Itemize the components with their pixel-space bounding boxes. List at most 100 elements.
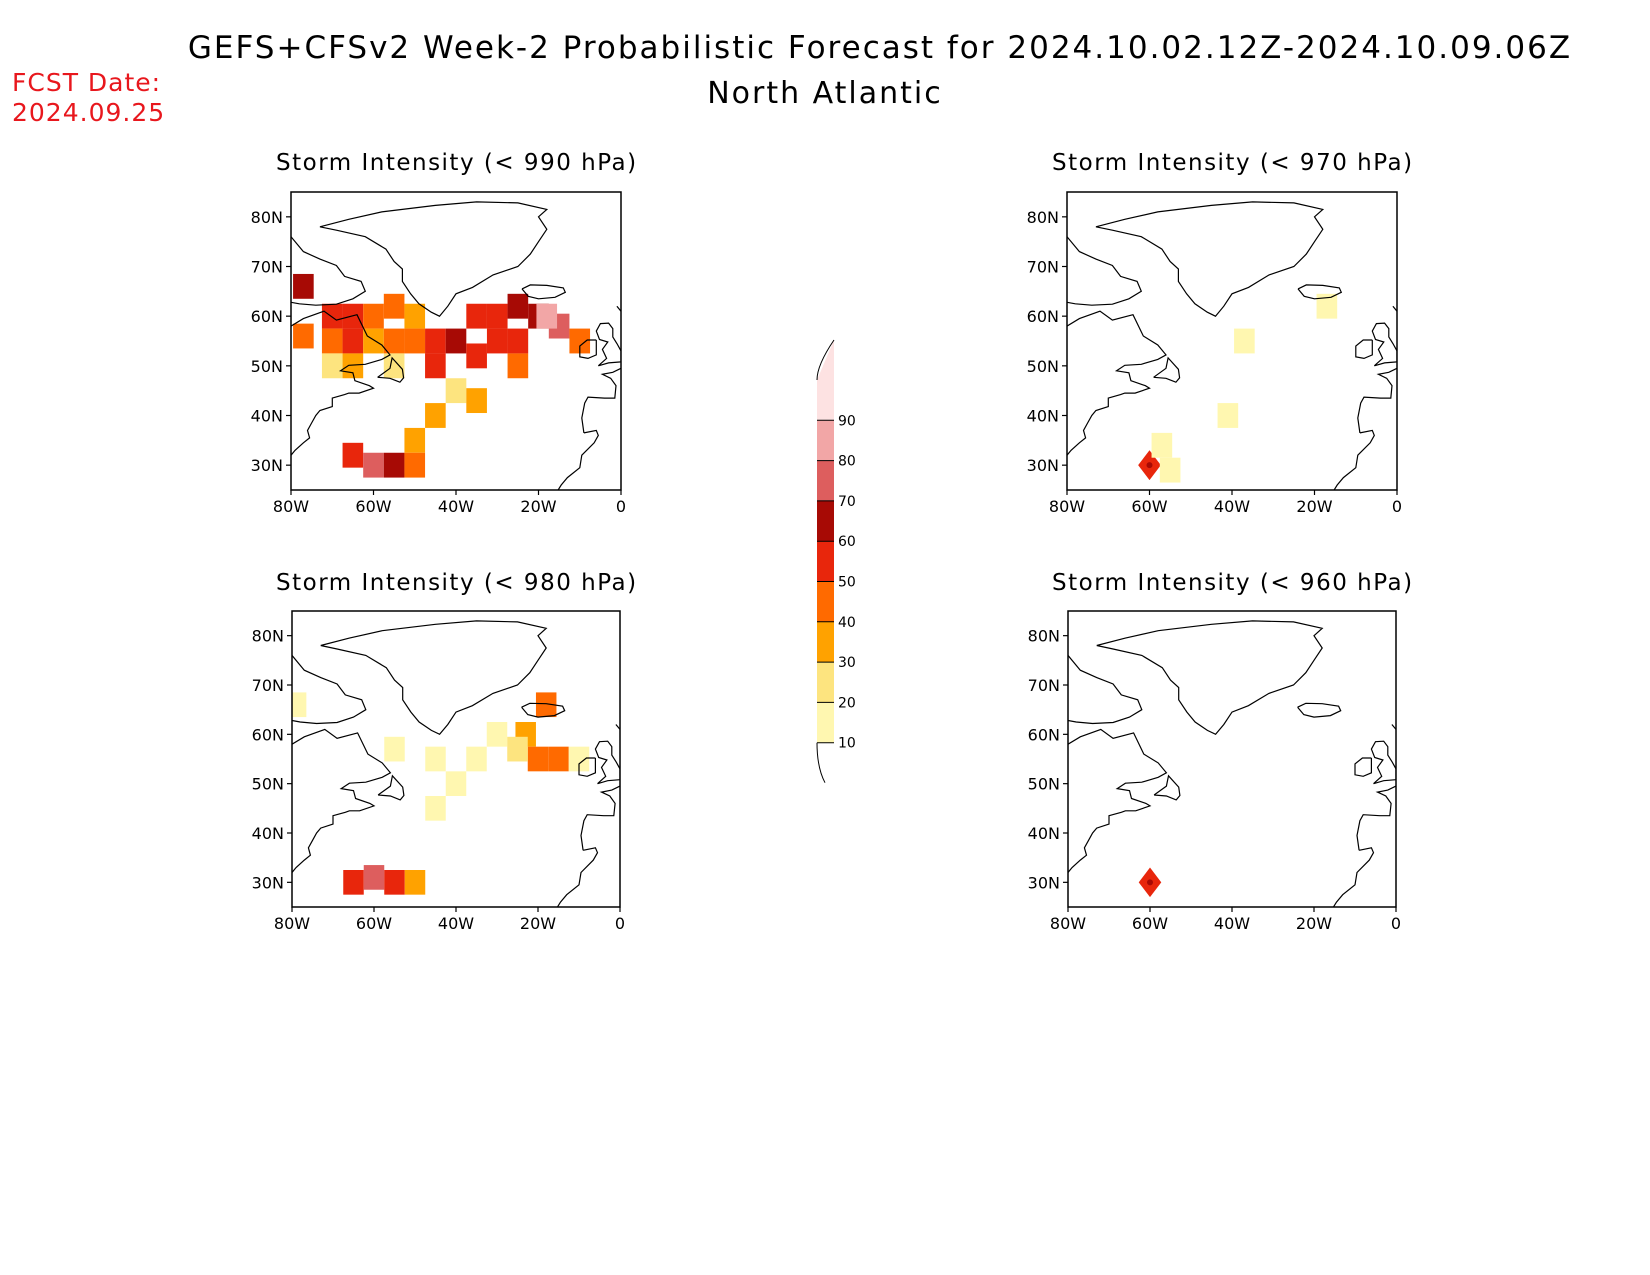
panel-title-970: Storm Intensity (< 970 hPa)	[1052, 150, 1414, 176]
coastline	[1068, 655, 1143, 725]
lon-label: 60W	[1131, 497, 1167, 516]
page-title: GEFS+CFSv2 Week-2 Probabilistic Forecast…	[187, 30, 1573, 66]
lon-label: 60W	[355, 497, 391, 516]
colorbar-label: 70	[838, 494, 856, 510]
prob-cell	[425, 746, 446, 772]
coastline	[377, 356, 405, 383]
prob-cell	[321, 353, 343, 379]
prob-cell-core	[1146, 462, 1153, 469]
colorbar: 10 20 30 40 50 60 70 80 90	[816, 339, 856, 783]
prob-cell	[342, 328, 364, 354]
coastline	[595, 322, 621, 367]
lat-label: 80N	[252, 627, 284, 646]
colorbar-label: 50	[838, 575, 856, 591]
coastline	[578, 757, 597, 777]
coastline	[291, 236, 367, 306]
lon-label: 0	[1392, 497, 1402, 516]
prob-cell	[425, 353, 446, 379]
colorbar-swatch	[817, 581, 834, 622]
prob-cell	[445, 771, 467, 796]
prob-cell	[293, 273, 314, 299]
coastline	[319, 201, 549, 317]
prob-cell	[293, 323, 314, 349]
lon-label: 80W	[273, 497, 309, 516]
prob-cell	[466, 303, 487, 329]
lon-label: 0	[615, 914, 625, 933]
prob-cell	[404, 303, 426, 329]
colorbar-swatch	[817, 621, 834, 663]
lat-label: 60N	[1028, 725, 1060, 744]
prob-cell	[363, 303, 384, 329]
prob-cell	[425, 328, 446, 354]
prob-cell	[383, 328, 405, 354]
colorbar-swatch	[817, 541, 834, 582]
lat-label: 40N	[251, 407, 283, 426]
coastline	[1356, 785, 1396, 851]
prob-cell	[404, 870, 426, 895]
coastline	[521, 284, 567, 300]
lat-label: 50N	[1028, 775, 1060, 794]
prob-cell	[466, 343, 487, 369]
coastline	[1354, 757, 1373, 777]
prob-cell	[363, 328, 384, 354]
colorbar-label: 60	[838, 534, 856, 550]
prob-cell	[486, 722, 508, 747]
lat-label: 80N	[251, 208, 283, 227]
prob-cell	[486, 328, 508, 354]
coastline	[1370, 740, 1396, 785]
lon-label: 80W	[274, 914, 310, 933]
lat-label: 50N	[251, 357, 283, 376]
lat-label: 30N	[252, 873, 284, 892]
prob-cell	[292, 692, 307, 718]
prob-cell	[363, 452, 384, 478]
prob-cell	[466, 746, 487, 772]
coastline	[556, 847, 599, 907]
lon-label: 20W	[520, 914, 556, 933]
lat-label: 40N	[252, 824, 284, 843]
coastline	[1095, 201, 1325, 317]
panel-title-960: Storm Intensity (< 960 hPa)	[1052, 570, 1414, 596]
map-panel-p990: 80N 70N 60N 50N 40N 30N 80W 60W 40W 20W 0	[251, 191, 626, 516]
fcst-date-value: 2024.09.25	[12, 98, 166, 127]
prob-cell	[445, 378, 467, 404]
prob-cell	[1316, 293, 1338, 319]
prob-cell	[536, 303, 558, 329]
colorbar-bottom-edge	[816, 742, 826, 783]
lat-label: 70N	[251, 258, 283, 277]
prob-cell	[383, 353, 405, 379]
coastline	[580, 785, 620, 851]
prob-cell	[404, 328, 426, 354]
lon-label: 20W	[1296, 497, 1332, 516]
coastline	[579, 339, 597, 360]
colorbar-label: 10	[838, 736, 856, 752]
coastline	[1067, 236, 1143, 306]
coastline	[1067, 310, 1167, 456]
map-panel-p970: 80N 70N 60N 50N 40N 30N 80W 60W 40W 20W 0	[1027, 191, 1402, 516]
coastline	[1333, 429, 1375, 490]
lat-label: 70N	[1027, 258, 1059, 277]
prob-cell	[486, 303, 508, 329]
lat-label: 70N	[252, 676, 284, 695]
prob-cell	[507, 736, 528, 762]
map-frame	[1066, 191, 1398, 491]
coastline	[1371, 322, 1397, 367]
colorbar-label: 80	[838, 454, 856, 470]
coastline	[291, 310, 391, 456]
prob-cell	[383, 452, 405, 478]
map-panel-p980: 80N 70N 60N 50N 40N 30N 80W 60W 40W 20W 0	[252, 610, 625, 933]
fcst-date-label: FCST Date:	[12, 68, 162, 97]
map-panel-p960: 80N 70N 60N 50N 40N 30N 80W 60W 40W 20W 0	[1028, 610, 1401, 933]
panel-title-990: Storm Intensity (< 990 hPa)	[276, 150, 638, 176]
coastline	[594, 740, 620, 785]
prob-cell	[1159, 457, 1181, 483]
prob-cell	[466, 388, 487, 414]
coastline	[1355, 339, 1373, 360]
lat-label: 70N	[1028, 676, 1060, 695]
lon-label: 40W	[438, 914, 474, 933]
colorbar-swatch	[817, 702, 834, 743]
colorbar-label: 30	[838, 655, 856, 671]
lat-label: 30N	[251, 456, 283, 475]
prob-cell	[445, 328, 467, 354]
map-frame	[1067, 610, 1397, 908]
